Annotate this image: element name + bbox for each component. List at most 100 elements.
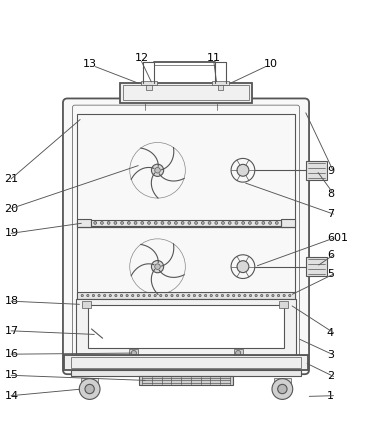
- Bar: [92, 220, 280, 226]
- Text: 6: 6: [327, 250, 334, 260]
- Circle shape: [232, 295, 235, 297]
- Circle shape: [171, 295, 173, 297]
- Circle shape: [255, 295, 257, 297]
- Bar: [76, 299, 296, 355]
- Bar: [82, 302, 92, 308]
- Circle shape: [114, 222, 117, 224]
- Text: 14: 14: [4, 391, 19, 400]
- Bar: [77, 113, 295, 227]
- Bar: [71, 370, 301, 377]
- Bar: [146, 85, 152, 90]
- Circle shape: [100, 222, 103, 224]
- Text: 13: 13: [83, 59, 97, 69]
- Bar: [234, 350, 243, 357]
- Circle shape: [235, 222, 238, 224]
- Circle shape: [103, 295, 106, 297]
- Text: 2: 2: [327, 371, 334, 381]
- Bar: [123, 85, 249, 100]
- Text: 16: 16: [4, 349, 18, 359]
- Circle shape: [272, 295, 274, 297]
- Text: 8: 8: [327, 189, 334, 199]
- Circle shape: [154, 295, 156, 297]
- Circle shape: [238, 295, 240, 297]
- Circle shape: [272, 379, 293, 400]
- Bar: [138, 377, 234, 385]
- Circle shape: [278, 385, 287, 394]
- Circle shape: [237, 164, 249, 176]
- Circle shape: [81, 295, 83, 297]
- Circle shape: [269, 222, 272, 224]
- Circle shape: [132, 295, 134, 297]
- Circle shape: [160, 295, 162, 297]
- Circle shape: [222, 222, 224, 224]
- Circle shape: [109, 295, 111, 297]
- Circle shape: [85, 385, 94, 394]
- Circle shape: [137, 295, 140, 297]
- Circle shape: [195, 222, 198, 224]
- Circle shape: [168, 222, 171, 224]
- Circle shape: [201, 222, 204, 224]
- Circle shape: [283, 295, 285, 297]
- Circle shape: [221, 295, 224, 297]
- Circle shape: [255, 222, 258, 224]
- Circle shape: [188, 222, 191, 224]
- Bar: [64, 355, 308, 370]
- Circle shape: [155, 167, 160, 173]
- Circle shape: [205, 295, 207, 297]
- Circle shape: [115, 295, 117, 297]
- Circle shape: [216, 295, 218, 297]
- Circle shape: [242, 222, 244, 224]
- Bar: [307, 257, 327, 276]
- Circle shape: [154, 222, 157, 224]
- Circle shape: [121, 222, 124, 224]
- Circle shape: [266, 295, 269, 297]
- Text: 18: 18: [4, 296, 19, 306]
- Circle shape: [148, 222, 150, 224]
- Circle shape: [87, 295, 89, 297]
- Circle shape: [249, 295, 251, 297]
- Text: 19: 19: [4, 228, 19, 238]
- Circle shape: [79, 379, 100, 400]
- Bar: [280, 219, 295, 227]
- Circle shape: [210, 295, 212, 297]
- Text: 3: 3: [327, 350, 334, 360]
- FancyBboxPatch shape: [63, 98, 309, 374]
- Circle shape: [128, 222, 130, 224]
- Bar: [88, 305, 284, 348]
- Circle shape: [208, 222, 211, 224]
- Text: 10: 10: [264, 59, 278, 69]
- Circle shape: [248, 222, 251, 224]
- Bar: [119, 82, 253, 103]
- Circle shape: [199, 295, 201, 297]
- Bar: [279, 302, 288, 308]
- Text: 12: 12: [134, 54, 148, 63]
- Bar: [218, 85, 224, 90]
- Circle shape: [278, 295, 280, 297]
- Circle shape: [94, 222, 97, 224]
- Circle shape: [98, 295, 100, 297]
- Bar: [77, 219, 92, 227]
- Circle shape: [131, 350, 137, 356]
- Circle shape: [151, 164, 164, 176]
- Bar: [81, 378, 98, 384]
- Circle shape: [176, 295, 179, 297]
- Text: 15: 15: [4, 370, 18, 380]
- Circle shape: [181, 222, 184, 224]
- Circle shape: [165, 295, 167, 297]
- Bar: [307, 161, 327, 179]
- Circle shape: [141, 222, 144, 224]
- Circle shape: [174, 222, 177, 224]
- Circle shape: [262, 222, 265, 224]
- Circle shape: [215, 222, 218, 224]
- Circle shape: [143, 295, 145, 297]
- Text: 1: 1: [327, 391, 334, 400]
- Circle shape: [289, 295, 291, 297]
- Circle shape: [193, 295, 196, 297]
- Circle shape: [275, 222, 278, 224]
- Circle shape: [244, 295, 246, 297]
- Text: 601: 601: [327, 233, 348, 243]
- Bar: [77, 227, 295, 299]
- Circle shape: [235, 350, 241, 356]
- Bar: [212, 81, 229, 85]
- Circle shape: [155, 264, 160, 269]
